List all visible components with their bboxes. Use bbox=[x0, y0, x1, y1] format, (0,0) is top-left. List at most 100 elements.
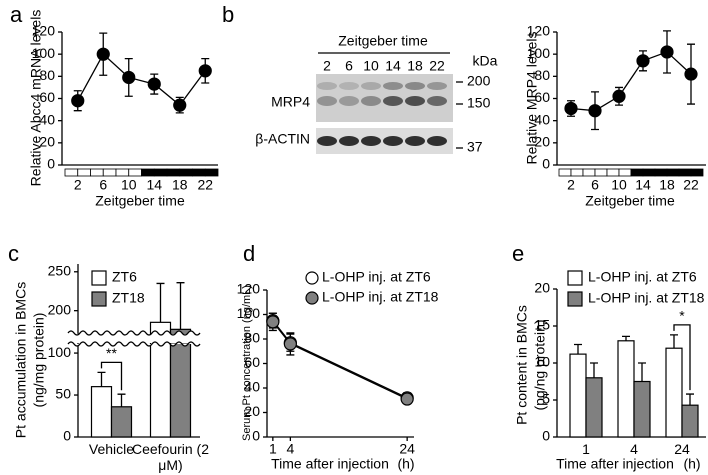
error-bar bbox=[686, 393, 694, 406]
light-dark-bar bbox=[204, 168, 219, 177]
x-axis-label: Zeitgeber time bbox=[95, 193, 185, 209]
error-bar bbox=[97, 371, 106, 387]
y-tick-label: 120 bbox=[237, 281, 261, 297]
legend-label: L-OHP inj. at ZT6 bbox=[588, 269, 697, 285]
x-tick-label: 18 bbox=[172, 177, 188, 193]
x-tick-label: 1 bbox=[269, 441, 277, 457]
blot-band bbox=[383, 136, 403, 146]
bar bbox=[665, 347, 683, 438]
light-dark-bar bbox=[678, 168, 692, 177]
data-point bbox=[266, 315, 280, 329]
bar bbox=[169, 328, 192, 438]
light-dark-bar bbox=[102, 168, 117, 177]
blot-band bbox=[339, 96, 359, 106]
light-dark-bar bbox=[153, 168, 168, 177]
significance-bracket bbox=[673, 324, 691, 391]
category-label: 24 bbox=[674, 441, 690, 457]
data-point bbox=[660, 45, 674, 59]
light-dark-bar bbox=[90, 168, 104, 177]
y-tick-label: 20 bbox=[534, 134, 550, 150]
y-tick-label: 120 bbox=[32, 23, 56, 39]
data-point bbox=[122, 70, 136, 85]
y-tick-label: 250 bbox=[48, 262, 72, 278]
legend-marker bbox=[305, 291, 319, 305]
light-dark-bar bbox=[77, 168, 91, 177]
y-tick-label: 20 bbox=[534, 280, 550, 296]
light-dark-bar bbox=[666, 168, 680, 177]
data-point bbox=[400, 392, 414, 406]
y-tick-label: 0 bbox=[252, 428, 260, 444]
series-line bbox=[77, 53, 206, 107]
blot-band bbox=[317, 96, 337, 106]
light-dark-bar bbox=[654, 168, 668, 177]
blot-header: Zeitgeber time bbox=[338, 33, 428, 49]
light-dark-bar bbox=[179, 168, 193, 177]
y-tick-label: 80 bbox=[244, 330, 260, 346]
category-label-box: 24 bbox=[674, 441, 690, 457]
legend-label: ZT18 bbox=[112, 290, 145, 306]
panel-letter: d bbox=[243, 241, 255, 266]
light-dark-bar bbox=[141, 168, 155, 177]
x-axis-label: Time after injection bbox=[556, 456, 674, 472]
blot-band bbox=[405, 82, 425, 90]
lane-label: 10 bbox=[363, 58, 379, 74]
light-dark-bar bbox=[128, 168, 142, 177]
marker-label: 37 bbox=[467, 139, 483, 155]
series-line bbox=[272, 320, 408, 399]
y-tick-label: 20 bbox=[244, 403, 260, 419]
blot-band bbox=[405, 96, 425, 106]
y-axis-label: Serum Pt concentration (ng/mL) bbox=[241, 285, 253, 441]
category-label: 1 bbox=[582, 441, 590, 457]
legend-label: L-OHP inj. at ZT18 bbox=[588, 290, 705, 306]
error-bar bbox=[574, 343, 582, 355]
x-tick-label: 14 bbox=[635, 177, 651, 193]
blot-band bbox=[427, 96, 447, 106]
light-dark-bar bbox=[192, 168, 206, 177]
light-dark-bar bbox=[594, 168, 608, 177]
data-point bbox=[612, 89, 626, 103]
y-tick-label: 60 bbox=[244, 354, 260, 370]
category-label-box: Ceefourin (2 μM) bbox=[131, 441, 210, 473]
legend-swatch bbox=[567, 291, 583, 307]
data-point bbox=[588, 104, 602, 118]
blot-row-label: MRP4 bbox=[271, 94, 310, 110]
legend-marker bbox=[305, 271, 319, 285]
bar bbox=[633, 380, 651, 438]
x-tick-label: 18 bbox=[659, 177, 675, 193]
y-tick-label: 0 bbox=[542, 428, 550, 444]
y-tick-label: 100 bbox=[527, 45, 551, 61]
y-axis-label: Relative Abcc4 mRNA levels bbox=[28, 10, 44, 187]
light-dark-bar bbox=[606, 168, 620, 177]
error-bar bbox=[670, 334, 678, 349]
blot-band bbox=[317, 136, 337, 146]
panel-letter: c bbox=[8, 241, 19, 266]
legend-swatch bbox=[91, 270, 107, 286]
x-tick-label: 6 bbox=[99, 177, 107, 193]
category-label: Ceefourin (2 μM) bbox=[131, 441, 210, 473]
lane-label: 18 bbox=[407, 58, 423, 74]
x-tick-label: 24 bbox=[399, 441, 415, 457]
blot-band bbox=[361, 82, 381, 90]
blot-band bbox=[405, 136, 425, 146]
legend-label: ZT6 bbox=[112, 269, 137, 285]
bar bbox=[681, 404, 699, 438]
light-dark-bar bbox=[558, 168, 572, 177]
x-tick-label: 10 bbox=[121, 177, 137, 193]
x-axis-label: Zeitgeber time bbox=[585, 193, 675, 209]
data-point bbox=[96, 47, 110, 61]
data-point bbox=[684, 67, 698, 81]
data-point bbox=[283, 337, 297, 351]
panel-letter: a bbox=[10, 2, 23, 27]
blot-band bbox=[317, 82, 337, 90]
y-tick-label: 0 bbox=[542, 156, 550, 172]
y-tick-label: 40 bbox=[534, 111, 550, 127]
y-tick-label: 15 bbox=[534, 317, 550, 333]
legend-swatch bbox=[91, 291, 107, 307]
data-point bbox=[173, 98, 187, 112]
panel-letter: b bbox=[222, 2, 234, 27]
light-dark-bar bbox=[582, 168, 596, 177]
y-axis-label: Pt accumulation in BMCs bbox=[13, 282, 29, 438]
blot-unit: kDa bbox=[473, 53, 498, 69]
blot-band bbox=[427, 136, 447, 146]
